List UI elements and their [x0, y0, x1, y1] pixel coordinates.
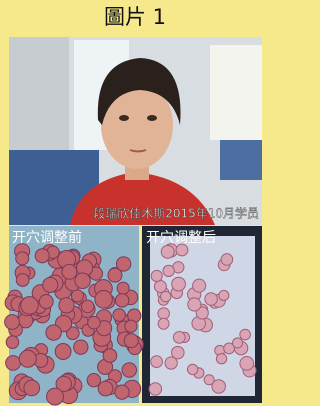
cell: [233, 338, 243, 348]
cell: [204, 375, 214, 385]
title: 圖片 1: [104, 5, 166, 29]
eye: [119, 115, 129, 121]
photo-caption: 段瑞欣佳木斯2015年10月学员: [93, 206, 259, 221]
cell: [115, 294, 128, 307]
cell: [216, 354, 226, 364]
cell: [95, 291, 113, 309]
cell: [103, 349, 117, 363]
cell: [39, 295, 53, 309]
panel-label: 开穴调整后: [146, 230, 216, 246]
panel-label: 开穴调整前: [12, 229, 82, 246]
cell: [163, 265, 174, 276]
cell: [161, 291, 171, 301]
cell: [117, 282, 129, 294]
cell: [240, 357, 254, 371]
cell: [75, 273, 91, 289]
cell: [149, 383, 161, 395]
cell: [125, 320, 137, 332]
cell: [193, 279, 206, 292]
cell: [240, 329, 251, 340]
cell: [113, 309, 126, 322]
cell: [115, 385, 129, 399]
cell: [35, 249, 49, 263]
cell: [116, 257, 130, 271]
cell: [6, 356, 21, 371]
cell: [74, 340, 88, 354]
cell: [161, 245, 174, 258]
cell: [151, 270, 162, 281]
cell: [81, 300, 94, 313]
cell: [154, 280, 166, 292]
page: 圖片 1 段瑞欣佳木斯2015年10月学员 开穴调整前 开穴调整后 (() =>…: [0, 0, 271, 406]
cell: [173, 331, 185, 343]
cell: [16, 274, 29, 287]
cell: [205, 293, 218, 306]
cell: [43, 277, 58, 292]
figure: 圖片 1 段瑞欣佳木斯2015年10月学员 开穴调整前 开穴调整后: [0, 0, 271, 406]
cell: [62, 264, 77, 279]
eye: [147, 115, 157, 121]
door: [9, 37, 69, 157]
cell: [188, 298, 201, 311]
cell: [24, 380, 40, 396]
cell: [19, 350, 36, 367]
cell: [219, 290, 229, 300]
cell: [122, 363, 136, 377]
poster: [210, 45, 262, 140]
cell: [187, 364, 197, 374]
cell: [47, 388, 64, 405]
cell: [158, 308, 170, 320]
cell: [55, 344, 71, 360]
cell: [16, 252, 29, 265]
cell: [6, 336, 19, 349]
cell: [172, 346, 185, 359]
cell: [59, 298, 74, 313]
cell: [88, 316, 101, 329]
cell: [221, 254, 233, 266]
cell: [46, 325, 61, 340]
cell: [151, 356, 163, 368]
cell: [98, 381, 113, 396]
bed-right: [220, 140, 262, 180]
photo: 段瑞欣佳木斯2015年10月学员: [9, 37, 262, 225]
cell: [71, 290, 83, 302]
cell: [124, 334, 138, 348]
cell: [158, 318, 169, 329]
cell: [21, 297, 39, 315]
cell: [172, 277, 186, 291]
cell: [5, 315, 20, 330]
